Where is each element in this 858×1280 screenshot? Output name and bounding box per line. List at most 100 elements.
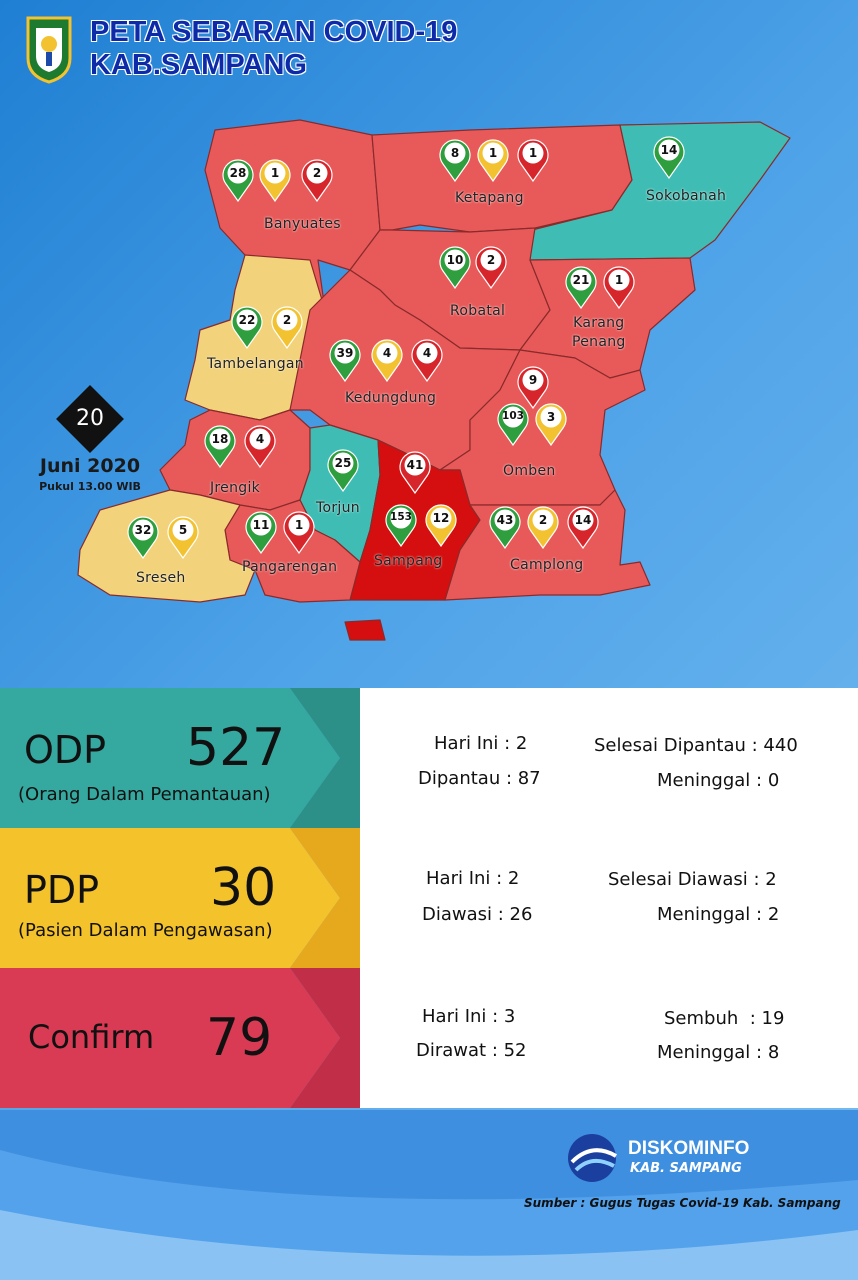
pdp-row: PDP 30 (Pasien Dalam Pengawasan) Hari In… — [0, 828, 858, 968]
odp-total: 527 — [186, 718, 286, 778]
map-pin-tambelangan-green: 22 — [230, 305, 264, 350]
map-pin-icon — [475, 246, 507, 290]
map-pin-camplong-yellow: 2 — [526, 505, 560, 550]
label-torjun: Torjun — [316, 500, 360, 516]
pdp-details — [360, 828, 858, 968]
map-pin-icon — [259, 159, 291, 203]
odp-dipantau: Dipantau : 87 — [418, 768, 541, 789]
map-pin-sokobanah-green: 14 — [652, 135, 686, 180]
map-pin-value: 10 — [446, 253, 464, 267]
map-pin-sampang-red: 41 — [398, 450, 432, 495]
pdp-total: 30 — [210, 858, 277, 918]
map-pin-kedungdung-yellow: 4 — [370, 338, 404, 383]
confirm-label: Confirm — [28, 1018, 155, 1056]
label-sreseh: Sreseh — [136, 570, 186, 586]
map-pin-icon — [565, 266, 597, 310]
region-sreseh — [77, 489, 256, 603]
map-pin-value: 8 — [450, 146, 460, 160]
date-time: Pukul 13.00 WIB — [39, 480, 141, 493]
date-month-year: Juni 2020 — [39, 455, 141, 477]
map-pin-omben-red: 9 — [516, 365, 550, 410]
map-pin-icon — [517, 139, 549, 183]
map-pin-jrengik-green: 18 — [203, 424, 237, 469]
map-pin-kedungdung-green: 39 — [328, 338, 362, 383]
map-pin-value: 103 — [502, 410, 524, 422]
map-pin-icon — [439, 246, 471, 290]
map-pin-value: 41 — [406, 458, 424, 472]
map-pin-pangarengan-green: 11 — [244, 510, 278, 555]
map-pin-ketapang-yellow: 1 — [476, 138, 510, 183]
district-map: 20 Juni 2020 Pukul 13.00 WIB Banyuates K… — [0, 110, 858, 680]
label-kedungdung: Kedungdung — [345, 390, 437, 406]
label-penang: Penang — [572, 334, 626, 350]
odp-meninggal: Meninggal : 0 — [657, 770, 780, 791]
map-pin-omben-yellow: 3 — [534, 402, 568, 447]
map-pin-value: 2 — [486, 253, 496, 267]
map-pin-value: 4 — [382, 346, 392, 360]
map-pin-icon — [244, 425, 276, 469]
map-pin-value: 1 — [294, 518, 304, 532]
map-pin-value: 2 — [538, 513, 548, 527]
map-pin-robatal-red: 2 — [474, 245, 508, 290]
map-pin-value: 22 — [238, 313, 256, 327]
diskominfo-logo-subtitle: KAB. SAMPANG — [630, 1161, 742, 1176]
map-pin-icon — [127, 516, 159, 560]
pdp-meninggal: Meninggal : 2 — [657, 904, 780, 925]
map-pin-omben-green: 103 — [496, 402, 530, 447]
map-pin-icon — [653, 136, 685, 180]
label-tambelangan: Tambelangan — [207, 356, 304, 372]
map-pin-icon — [245, 511, 277, 555]
confirm-details — [360, 968, 858, 1108]
pdp-selesai-diawasi: Selesai Diawasi : 2 — [608, 869, 777, 890]
map-pin-value: 14 — [660, 143, 678, 157]
odp-hari-ini: Hari Ini : 2 — [434, 733, 528, 754]
footer-waves — [0, 1110, 858, 1280]
map-pin-sampang-green: 153 — [384, 503, 418, 548]
map-pin-camplong-red: 14 — [566, 505, 600, 550]
map-pin-jrengik-red: 4 — [243, 424, 277, 469]
label-robatal: Robatal — [450, 303, 506, 319]
map-pin-icon — [567, 506, 599, 550]
label-pangarengan: Pangarengan — [242, 559, 338, 575]
map-pin-value: 2 — [282, 313, 292, 327]
map-pin-value: 4 — [422, 346, 432, 360]
header: PETA SEBARAN COVID-19 KAB.SAMPANG — [0, 0, 858, 110]
map-pin-sampang-yellow: 12 — [424, 503, 458, 548]
map-pin-icon — [283, 511, 315, 555]
map-pin-value: 153 — [390, 511, 412, 523]
map-pin-pangarengan-red: 1 — [282, 510, 316, 555]
confirm-hari-ini: Hari Ini : 3 — [422, 1006, 516, 1027]
map-pin-banyuates-green: 28 — [221, 158, 255, 203]
map-pin-value: 4 — [255, 432, 265, 446]
pdp-label: PDP — [24, 868, 100, 912]
map-pin-icon — [385, 504, 417, 548]
map-pin-value: 5 — [178, 523, 188, 537]
map-pin-value: 1 — [488, 146, 498, 160]
map-pin-icon — [603, 266, 635, 310]
map-pin-banyuates-red: 2 — [300, 158, 334, 203]
map-pin-icon — [411, 339, 443, 383]
map-pin-icon — [399, 451, 431, 495]
label-camplong: Camplong — [510, 557, 584, 573]
title-line-1: PETA SEBARAN COVID-19 — [90, 16, 458, 48]
page-title: PETA SEBARAN COVID-19 KAB.SAMPANG — [90, 16, 457, 82]
map-pin-value: 14 — [574, 513, 592, 527]
map-pin-torjun-green: 25 — [326, 448, 360, 493]
date-diamond: 20 — [56, 385, 124, 453]
odp-details — [360, 688, 858, 828]
map-pin-icon — [231, 306, 263, 350]
pdp-hari-ini: Hari Ini : 2 — [426, 868, 520, 889]
confirm-total: 79 — [206, 1008, 273, 1068]
map-pin-value: 25 — [334, 456, 352, 470]
island — [344, 619, 386, 641]
map-pin-icon — [477, 139, 509, 183]
map-pin-value: 1 — [270, 166, 280, 180]
map-pin-value: 18 — [211, 432, 229, 446]
map-pin-value: 1 — [528, 146, 538, 160]
map-pin-icon — [489, 506, 521, 550]
map-pin-icon — [204, 425, 236, 469]
label-sampang: Sampang — [374, 553, 443, 569]
label-banyuates: Banyuates — [264, 216, 341, 232]
map-pin-karang-penang-green: 21 — [564, 265, 598, 310]
map-pin-value: 12 — [432, 511, 450, 525]
